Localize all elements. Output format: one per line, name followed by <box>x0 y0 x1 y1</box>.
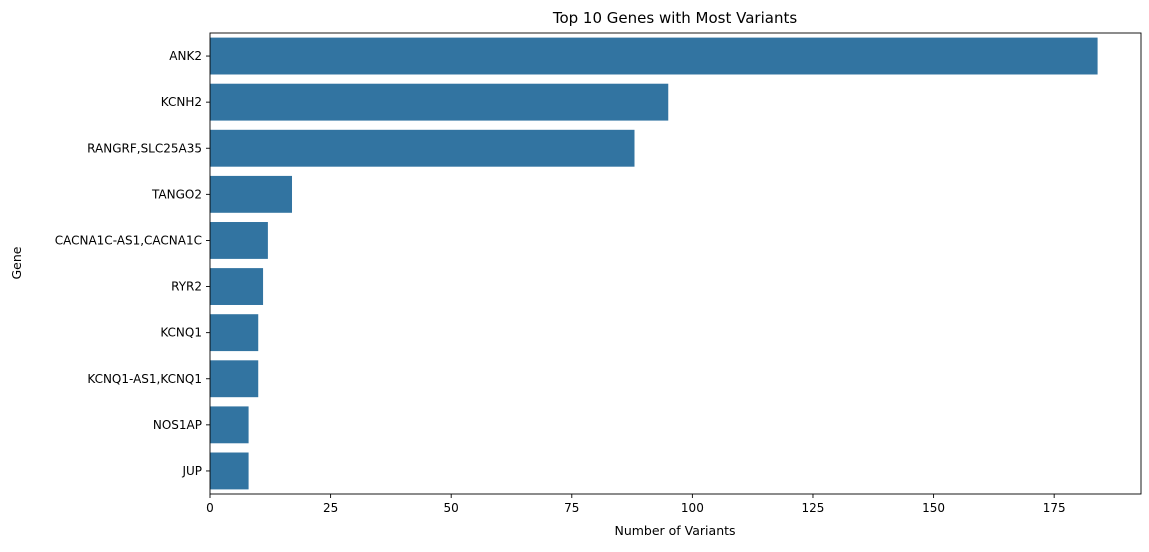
x-tick-label: 75 <box>564 501 579 515</box>
bar-kcnq1 <box>210 314 259 352</box>
plot-frame <box>209 32 1142 495</box>
bar-ryr2 <box>210 268 264 305</box>
x-tick-label: 100 <box>681 501 704 515</box>
chart-title: Top 10 Genes with Most Variants <box>552 9 797 27</box>
x-tick-label: 50 <box>444 501 459 515</box>
x-axis-label: Number of Variants <box>614 523 735 538</box>
x-tick-label: 0 <box>206 501 214 515</box>
y-tick-label: RANGRF,SLC25A35 <box>87 141 202 155</box>
x-tick-label: 150 <box>922 501 945 515</box>
x-tick-label: 175 <box>1043 501 1066 515</box>
y-axis-ticks: ANK2 KCNH2 RANGRF,SLC25A35 TANGO2 CACNA1C-AS… <box>55 49 210 478</box>
y-tick-label: KCNH2 <box>161 95 202 109</box>
y-axis-label: Gene <box>9 246 24 279</box>
bars-layer <box>210 37 1098 490</box>
bar-jup <box>210 452 249 490</box>
y-tick-label: RYR2 <box>171 280 202 294</box>
y-tick-label: KCNQ1-AS1,KCNQ1 <box>87 372 202 386</box>
bar-rangrf-slc25a35 <box>210 129 635 167</box>
y-tick-label: TANGO2 <box>151 187 202 201</box>
y-tick-label: NOS1AP <box>153 418 202 432</box>
bar-kcnh2 <box>210 83 669 121</box>
bar-tango2 <box>210 175 293 213</box>
bar-kcnq1-as1-kcnq1 <box>210 360 259 398</box>
y-tick-label: ANK2 <box>169 49 202 63</box>
x-tick-label: 25 <box>323 501 338 515</box>
x-tick-label: 125 <box>802 501 825 515</box>
y-tick-label: KCNQ1 <box>160 326 202 340</box>
bar-ank2 <box>210 37 1098 75</box>
y-tick-label: CACNA1C-AS1,CACNA1C <box>55 233 202 247</box>
y-tick-label: JUP <box>181 464 202 478</box>
bar-cacna1c-as1-cacna1c <box>210 222 268 259</box>
x-axis-ticks: 0 25 50 75 100 125 150 175 <box>206 494 1066 515</box>
bar-nos1ap <box>210 406 249 444</box>
